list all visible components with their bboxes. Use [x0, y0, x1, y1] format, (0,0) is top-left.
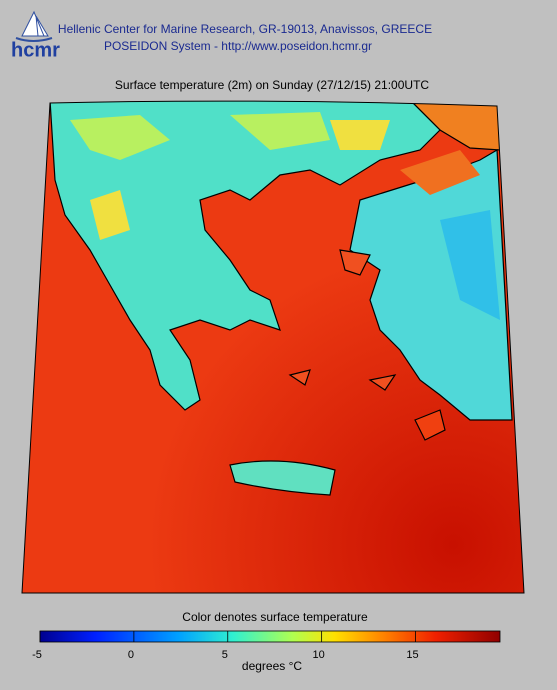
colorbar-tick-label: 15: [406, 649, 418, 661]
colorbar-tick-label: 10: [313, 649, 325, 661]
logo-text: hcmr: [11, 39, 60, 61]
header-line: Hellenic Center for Marine Research, GR-…: [58, 22, 432, 36]
colorbar-tick-label: 5: [222, 649, 228, 661]
map-title: Surface temperature (2m) on Sunday (27/1…: [115, 78, 429, 92]
colorbar-tick-label: -5: [32, 649, 42, 661]
logo: hcmr: [11, 10, 60, 61]
map-frame: [21, 100, 525, 594]
colorbar-tick-label: 0: [128, 649, 134, 661]
header-line: POSEIDON System - http://www.poseidon.hc…: [104, 39, 372, 53]
colorbar-label: degrees °C: [242, 659, 302, 673]
colorbar: [39, 630, 501, 643]
map: [22, 101, 524, 594]
colorbar-caption: Color denotes surface temperature: [182, 610, 368, 624]
